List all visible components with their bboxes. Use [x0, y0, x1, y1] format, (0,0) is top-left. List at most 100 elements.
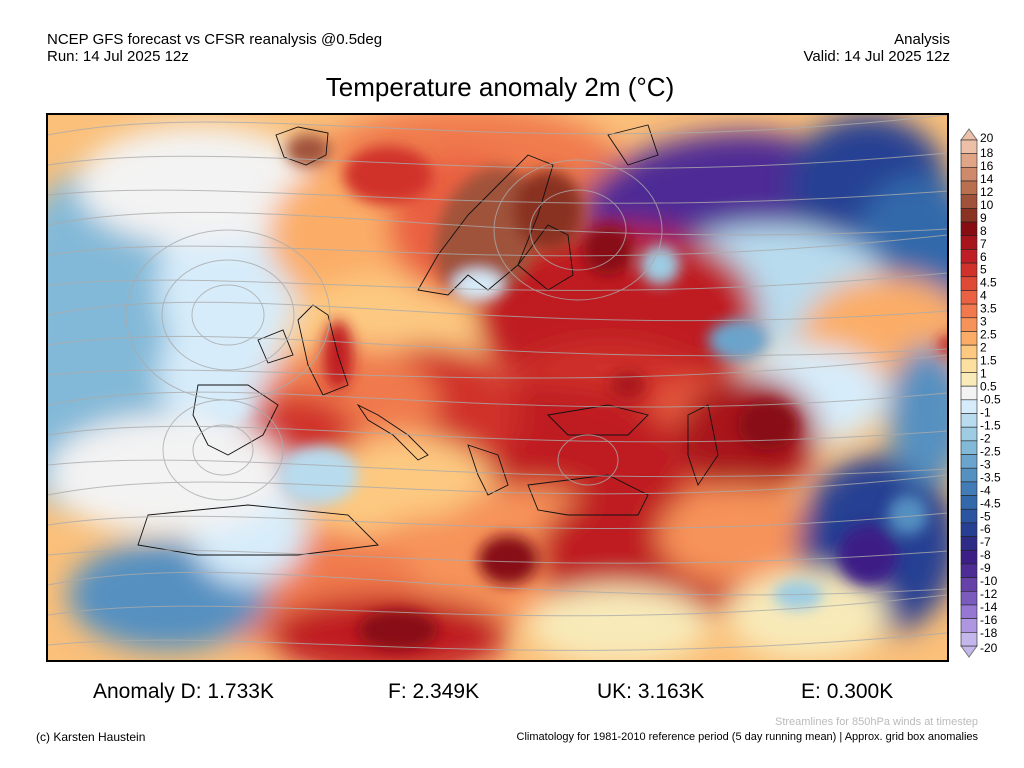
anomaly-spain: E: 0.300K [801, 680, 893, 704]
anomaly-map [46, 113, 949, 662]
anomaly-spain-label: E: [801, 680, 821, 703]
colorbar-tick-label: 8 [980, 224, 987, 238]
coastline [417, 154, 554, 296]
anomaly-region-detail [640, 245, 680, 285]
streamline [48, 632, 947, 651]
colorbar-bottom-arrow [960, 645, 978, 658]
streamline [48, 234, 947, 257]
colorbar-bin [960, 180, 978, 196]
anomaly-spain-value: 0.300K [826, 680, 894, 703]
colorbar-tick-label: 4.5 [980, 276, 997, 290]
colorbar-tick-label: -3.5 [980, 470, 1001, 484]
colorbar-bin [960, 481, 978, 496]
streamline-circulation [162, 399, 284, 501]
coastline [297, 304, 349, 396]
anomaly-region-detail [708, 320, 768, 360]
colorbar-bin [960, 536, 978, 551]
anomaly-region-detail [343, 145, 433, 205]
colorbar-tick-label: -10 [980, 574, 998, 588]
anomaly-region-detail [888, 495, 928, 535]
chart-title: Temperature anomaly 2m (°C) [325, 72, 675, 102]
colorbar-bin [960, 632, 978, 647]
streamline [48, 425, 947, 443]
colorbar-tick-label: 10 [980, 198, 994, 212]
colorbar-bin [960, 508, 978, 524]
colorbar-tick-label: 14 [980, 172, 994, 186]
colorbar-bin [960, 276, 978, 291]
colorbar-bin [960, 358, 978, 373]
colorbar-bin [960, 604, 978, 619]
anomaly-region [728, 570, 888, 660]
anomaly-france: F: 2.349K [388, 680, 479, 704]
anomaly-region-detail [610, 371, 646, 399]
colorbar-tick-label: -9 [980, 561, 991, 575]
colorbar-bin [960, 167, 978, 182]
valid-time: Valid: 14 Jul 2025 12z [803, 48, 951, 65]
colorbar-tick-label: -4 [980, 483, 991, 497]
colorbar-tick-label: -18 [980, 626, 998, 640]
colorbar-tick-label: 9 [980, 211, 987, 225]
colorbar-bin [960, 618, 978, 633]
coastline [137, 504, 379, 556]
anomaly-region-detail [583, 225, 633, 275]
anomaly-france-label: F: [388, 680, 407, 703]
anomaly-region-detail [773, 580, 823, 610]
colorbar-bin [960, 208, 978, 223]
colorbar-tick-label: -1 [980, 405, 991, 419]
colorbar-bin [960, 590, 978, 606]
streamline-circulation [192, 424, 254, 476]
streamline [48, 549, 947, 564]
colorbar-tick-label: 20 [980, 131, 994, 145]
anomaly-region [528, 585, 708, 660]
colorbar-bin [960, 290, 978, 305]
anomaly-region-detail [738, 400, 798, 450]
colorbar-tick-label: -2.5 [980, 444, 1001, 458]
streamline [48, 189, 947, 204]
colorbar-bin [960, 440, 978, 455]
streamline [48, 459, 947, 478]
colorbar-bin [960, 522, 978, 537]
colorbar-bin [960, 331, 978, 346]
colorbar-bin [960, 563, 978, 578]
colorbar: 20 18 16 14 12 10 9 8 7 6 5 4.5 4 3.5 3 2.5 2 1.5 1 0.5 -0.5… [960, 128, 1020, 663]
colorbar-bin [960, 235, 978, 250]
colorbar-bin [960, 344, 978, 360]
anomaly-region [888, 345, 947, 485]
streamline-circulation [493, 159, 663, 301]
streamline [48, 354, 947, 379]
colorbar-bin [960, 303, 978, 319]
streamline [48, 152, 947, 169]
coastline [356, 403, 429, 461]
anomaly-germany: Anomaly D: 1.733K [93, 680, 274, 704]
coastline [467, 444, 509, 496]
anomaly-map-canvas [48, 115, 947, 660]
colorbar-tick-label: 6 [980, 250, 987, 264]
colorbar-bin [960, 467, 978, 483]
model-description: NCEP GFS forecast vs CFSR reanalysis @0.… [47, 31, 383, 48]
streamline [48, 115, 947, 136]
anomaly-region-detail [358, 610, 438, 650]
colorbar-tick-label: -0.5 [980, 392, 1001, 406]
colorbar-tick-label: -14 [980, 600, 998, 614]
anomaly-uk: UK: 3.163K [597, 680, 704, 704]
colorbar-tick-label: 3.5 [980, 302, 997, 316]
streamline [48, 594, 947, 617]
colorbar-bin [960, 549, 978, 565]
colorbar-top-arrow [960, 128, 978, 141]
streamline [48, 571, 947, 596]
coastline [192, 384, 279, 456]
credit: (c) Karsten Haustein [36, 730, 146, 744]
colorbar-bin [960, 426, 978, 442]
colorbar-tick-label: 0.5 [980, 380, 997, 394]
anomaly-region-detail [453, 270, 503, 300]
streamline-circulation [191, 284, 265, 346]
colorbar-bin [960, 194, 978, 209]
colorbar-tick-label: -5 [980, 509, 991, 523]
streamline [48, 211, 947, 236]
streamline [48, 391, 947, 408]
colorbar-tick-label: 18 [980, 146, 994, 160]
coastline [527, 474, 649, 516]
anomaly-uk-label: UK: [597, 680, 633, 703]
anomaly-region-detail [478, 535, 538, 585]
streamline [48, 301, 947, 322]
